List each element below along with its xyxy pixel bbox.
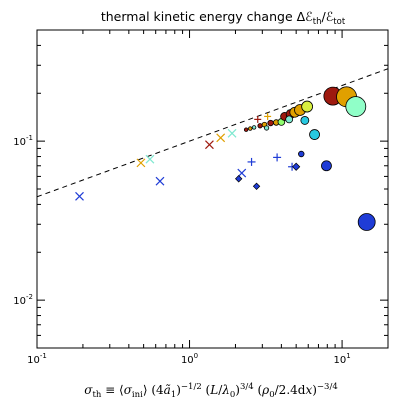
xlabel-part: −1/2 <box>181 382 202 392</box>
xlabel-part: ( <box>254 383 263 397</box>
xlabel-part: σ <box>84 383 93 397</box>
data-point-plus <box>273 153 282 162</box>
plot-area <box>37 68 388 231</box>
plot-frame <box>36 29 389 349</box>
title-part: thermal kinetic energy change Δ <box>101 9 306 24</box>
xlabel-part: ini <box>132 390 143 400</box>
data-point-circle <box>321 160 332 172</box>
title-part: tot <box>333 17 346 27</box>
x-stroke <box>227 128 237 138</box>
x-tick-label: 101 <box>333 352 350 366</box>
tick-base: 10 <box>27 355 40 366</box>
title-part: / <box>321 9 326 24</box>
data-point-diamond <box>252 182 261 190</box>
tick-base: 10 <box>13 137 26 148</box>
xlabel-part: σ <box>124 383 133 397</box>
data-point-circle <box>285 115 294 124</box>
data-point-diamond <box>234 175 243 183</box>
data-point-x <box>216 133 226 143</box>
title-part: th <box>313 17 322 27</box>
tick-base: 10 <box>13 296 26 307</box>
data-point-circle <box>357 213 376 231</box>
xlabel-part: λ <box>221 383 230 397</box>
xlabel-part: 0 <box>230 390 235 400</box>
title-part: ℰ <box>326 9 334 24</box>
xlabel-part: 3/4 <box>240 382 254 392</box>
xlabel-part: ⟩ (4 <box>143 383 164 397</box>
data-point-circle <box>298 150 305 158</box>
data-point-circle <box>301 100 314 113</box>
y-tick-label: 10-2 <box>13 293 33 307</box>
plot-content <box>37 68 388 231</box>
data-point-plus <box>254 115 262 123</box>
xlabel-part: ã <box>164 383 171 397</box>
tick-base: 10 <box>333 355 346 366</box>
xlabel-part: th <box>92 390 101 400</box>
x-stroke <box>216 133 226 143</box>
data-point-circle <box>345 96 367 117</box>
xlabel-part: ) <box>312 383 317 397</box>
data-point-circle <box>300 116 310 125</box>
tick-exponent: 0 <box>194 352 198 360</box>
x-stroke <box>204 140 214 150</box>
tick-base: 10 <box>181 355 194 366</box>
x-stroke <box>155 176 165 186</box>
x-tick-label: 100 <box>181 352 198 366</box>
y-tick-label: 10-1 <box>13 134 33 148</box>
tick-exponent: -1 <box>26 134 33 142</box>
xlabel-part: 1 <box>171 390 176 400</box>
data-point-x <box>145 154 155 164</box>
data-point-x <box>204 140 214 150</box>
data-point-circle <box>267 119 274 127</box>
chart-title: thermal kinetic energy change Δℰth/ℰtot <box>101 9 346 27</box>
xlabel-part: ≡ ⟨ <box>101 383 123 397</box>
x-tick-label: 10-1 <box>27 352 47 366</box>
title-part: ℰ <box>305 9 313 24</box>
data-point-circle <box>243 127 249 132</box>
data-point-x <box>75 191 84 201</box>
data-point-circle <box>248 126 253 131</box>
tick-exponent: -1 <box>40 352 47 360</box>
x-stroke <box>75 191 84 201</box>
data-point-diamond <box>292 162 301 171</box>
xlabel-part: L <box>209 383 218 397</box>
xlabel-part: ) <box>235 383 240 397</box>
data-point-x <box>136 158 146 168</box>
data-point-plus <box>247 157 256 166</box>
tick-exponent: 1 <box>346 352 350 360</box>
xlabel-part: /2.4d <box>275 383 306 397</box>
x-axis-label: σth ≡ ⟨σini⟩ (4ã1)−1/2 (L/λ0)3/4 (ρ0/2.4… <box>84 382 337 400</box>
xlabel-part: ) <box>176 383 181 397</box>
data-point-plus <box>264 112 272 120</box>
data-point-circle <box>263 125 270 131</box>
x-stroke <box>136 158 146 168</box>
data-point-x <box>227 128 237 138</box>
x-stroke <box>145 154 155 164</box>
xlabel-part: −3/4 <box>317 382 338 392</box>
tick-exponent: -2 <box>26 293 33 301</box>
data-point-circle <box>309 129 320 140</box>
xlabel-part: ( <box>202 383 211 397</box>
data-point-circle <box>257 123 263 129</box>
data-point-circle <box>251 125 257 130</box>
xlabel-part: ρ <box>261 383 269 397</box>
xlabel-part: 0 <box>269 390 274 400</box>
xlabel-part: / <box>218 383 223 397</box>
data-point-x <box>155 176 165 186</box>
xlabel-part: x <box>305 383 312 397</box>
